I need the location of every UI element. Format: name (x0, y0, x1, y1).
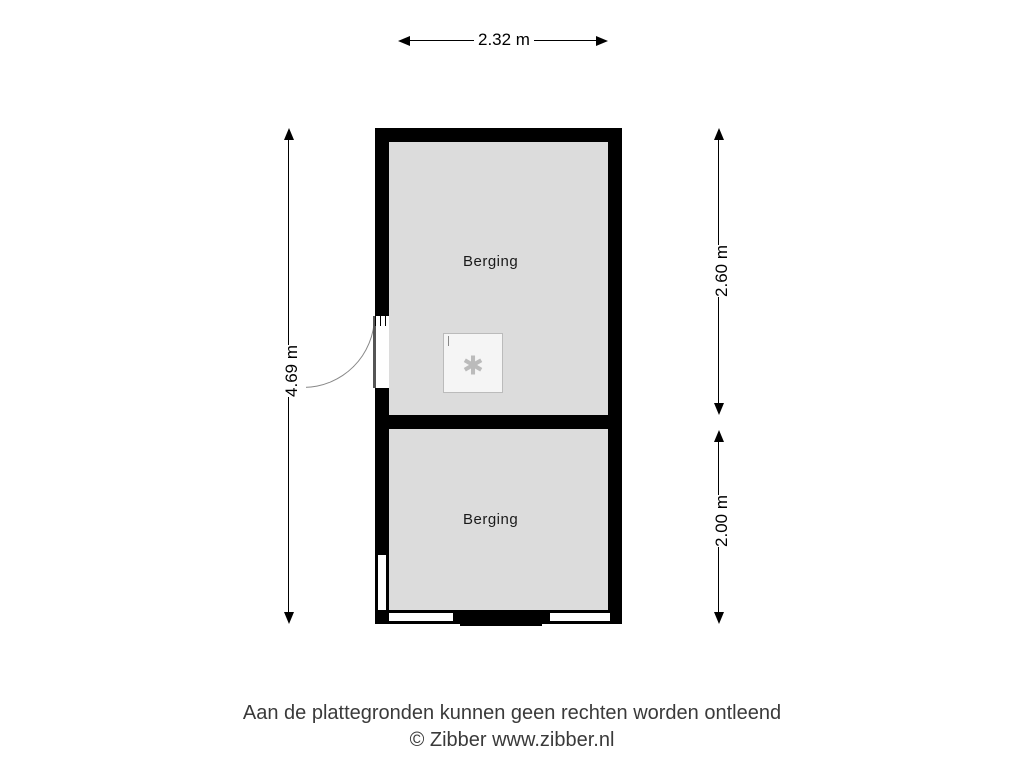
disclaimer: Aan de plattegronden kunnen geen rechten… (0, 700, 1024, 754)
room-label-upper: Berging (463, 253, 518, 270)
dim-r2-arrow-d (714, 612, 724, 624)
dim-r2-arrow-u (714, 430, 724, 442)
floorplan-canvas: ✱ Berging Berging 2.32 m 4.69 m 2.60 m 2… (0, 0, 1024, 768)
wall-left-upper (375, 128, 389, 316)
dim-top-arrow-l (398, 36, 410, 46)
dim-r2-label: 2.00 m (708, 495, 736, 547)
door-leaf (373, 316, 376, 388)
wall-interior (375, 415, 622, 429)
dim-left-arrow-d (284, 612, 294, 624)
disclaimer-line1: Aan de plattegronden kunnen geen rechten… (243, 702, 781, 724)
dim-top-arrow-r (596, 36, 608, 46)
room-label-lower: Berging (463, 511, 518, 528)
disclaimer-line2: © Zibber www.zibber.nl (410, 729, 615, 751)
dim-r1-label: 2.60 m (708, 245, 736, 297)
asterisk-icon: ✱ (462, 351, 484, 382)
door-jamb (375, 316, 389, 326)
bottom-center-bar (460, 618, 542, 626)
dim-r1-arrow-d (714, 403, 724, 415)
window-left (376, 555, 388, 610)
dim-left-arrow-u (284, 128, 294, 140)
dim-top-label: 2.32 m (474, 30, 534, 50)
wall-right (608, 128, 622, 624)
window-bottom-left (389, 611, 453, 623)
dim-left-label: 4.69 m (278, 345, 306, 397)
door-swing-arc (303, 316, 375, 388)
fixture-tick (448, 336, 449, 346)
wall-top (375, 128, 622, 142)
window-bottom-right (550, 611, 610, 623)
dim-r1-arrow-u (714, 128, 724, 140)
